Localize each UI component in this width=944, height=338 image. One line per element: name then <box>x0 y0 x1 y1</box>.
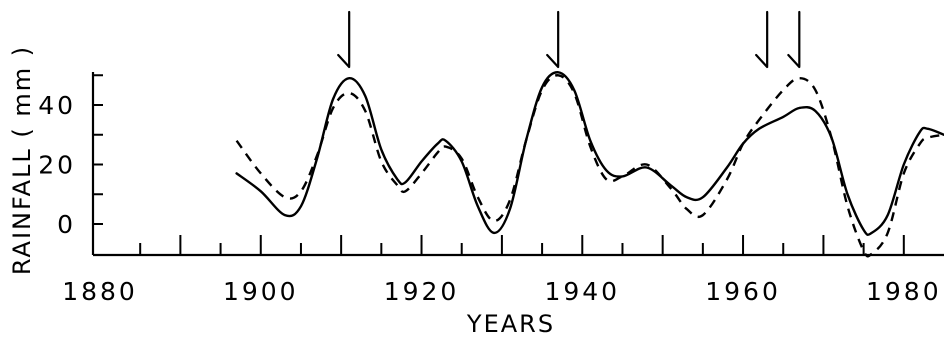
y-tick-label: 20 <box>38 151 76 180</box>
series-line-solid <box>235 71 944 236</box>
x-tick-label: 1920 <box>384 277 460 306</box>
down-arrow-icon <box>546 10 560 69</box>
x-tick-label: 1960 <box>705 277 781 306</box>
arrow-head <box>755 53 769 69</box>
y-axis-title: RAINFALL ( mm ) <box>8 45 36 275</box>
x-tick-label: 1980 <box>866 277 942 306</box>
x-tick-label: 1940 <box>544 277 620 306</box>
annotation-layer <box>337 10 801 69</box>
down-arrow-icon <box>755 10 769 69</box>
y-tick-label: 40 <box>38 91 76 120</box>
x-tick-label: 1880 <box>62 277 138 306</box>
x-tick-label: 1900 <box>223 277 299 306</box>
arrow-head <box>787 53 801 69</box>
y-axis: 0 20 40 <box>38 72 103 255</box>
series-line-dashed <box>235 74 944 258</box>
down-arrow-icon <box>337 10 351 69</box>
x-axis-title: YEARS <box>466 310 555 338</box>
down-arrow-icon <box>787 10 801 69</box>
arrow-head <box>337 53 351 69</box>
y-tick-label: 0 <box>57 210 76 239</box>
x-axis: 1880 1900 1920 1940 1960 1980 <box>62 235 944 306</box>
arrow-head <box>546 53 560 69</box>
series-layer <box>235 71 944 258</box>
